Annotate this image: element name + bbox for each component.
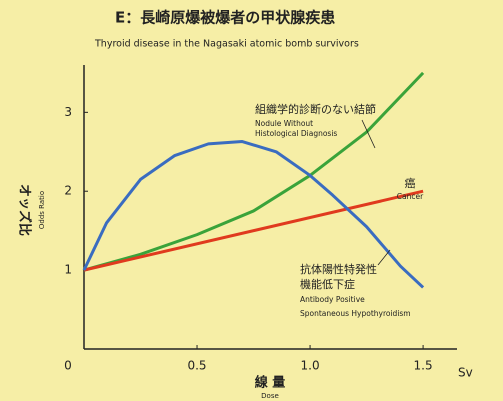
chart-subtitle: Thyroid disease in the Nagasaki atomic b…: [94, 39, 359, 50]
chart-title: E：長崎原爆被爆者の甲状腺疾患: [115, 9, 335, 27]
series-line: [83, 71, 425, 272]
x-tick-label: 1.5: [414, 359, 433, 373]
series-label: Antibody Positive: [300, 295, 365, 304]
series-label: 組織学的診断のない結節: [255, 102, 376, 116]
y-tick-label: 2: [64, 184, 72, 198]
series-label: 機能低下症: [300, 277, 355, 291]
x-tick-label: 1.0: [301, 359, 320, 373]
series-line: [82, 140, 425, 289]
series-label: Histological Diagnosis: [255, 129, 337, 138]
leader-line: [377, 249, 391, 266]
y-axis-label-en: Odds Ratio: [38, 191, 46, 229]
x-axis-label: 線 量: [255, 375, 286, 391]
series-line: [83, 189, 424, 272]
y-tick-label: 1: [64, 263, 72, 277]
series-label: Nodule Without: [255, 119, 313, 128]
series-label: Spontaneous Hypothyroidism: [300, 309, 411, 318]
x-axis-label-en: Dose: [261, 392, 279, 400]
series-label: 抗体陽性特発性: [300, 262, 377, 276]
x-tick-label: 0: [64, 359, 72, 373]
x-unit: Sv: [458, 366, 473, 380]
series-label: 癌: [405, 176, 416, 190]
leader-line: [361, 119, 376, 149]
series-label: Cancer: [397, 192, 424, 201]
x-tick-label: 0.5: [187, 359, 206, 373]
y-axis-label: オッズ比: [17, 184, 33, 236]
y-tick-label: 3: [64, 105, 72, 119]
